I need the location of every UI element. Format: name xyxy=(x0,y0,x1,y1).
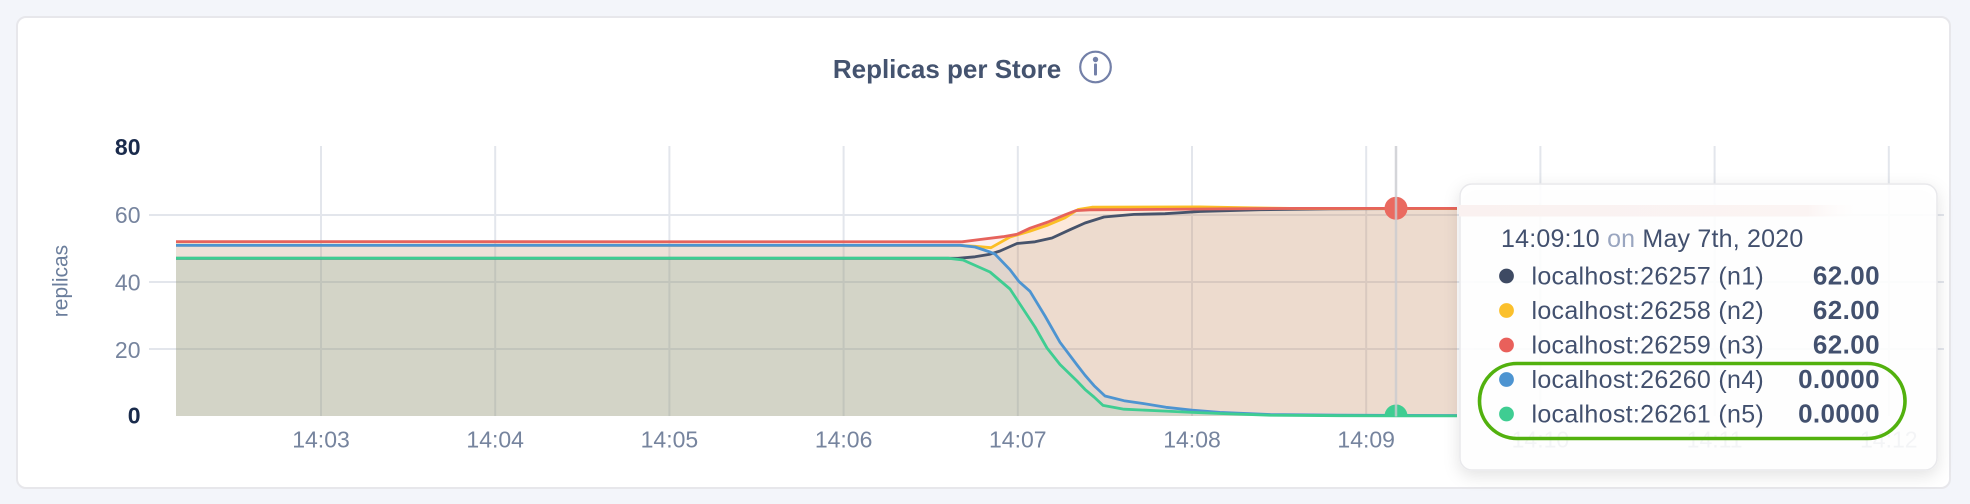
svg-text:60: 60 xyxy=(115,202,141,228)
svg-text:replicas: replicas xyxy=(50,245,73,317)
svg-text:62.00: 62.00 xyxy=(1813,295,1880,325)
svg-text:80: 80 xyxy=(115,134,141,160)
svg-text:40: 40 xyxy=(115,270,141,296)
svg-text:14:04: 14:04 xyxy=(466,427,524,453)
svg-text:0.0000: 0.0000 xyxy=(1798,399,1880,429)
svg-text:20: 20 xyxy=(115,337,141,363)
svg-text:localhost:26260 (n4): localhost:26260 (n4) xyxy=(1532,366,1765,394)
svg-text:localhost:26259 (n3): localhost:26259 (n3) xyxy=(1532,332,1765,360)
svg-text:Replicas per Store: Replicas per Store xyxy=(833,54,1061,84)
svg-text:localhost:26258 (n2): localhost:26258 (n2) xyxy=(1532,297,1765,325)
svg-text:62.00: 62.00 xyxy=(1813,330,1880,360)
svg-text:localhost:26257 (n1): localhost:26257 (n1) xyxy=(1532,263,1765,291)
svg-text:14:08: 14:08 xyxy=(1163,427,1221,453)
svg-text:14:07: 14:07 xyxy=(989,427,1047,453)
svg-text:14:09: 14:09 xyxy=(1337,427,1395,453)
svg-text:14:06: 14:06 xyxy=(815,427,873,453)
svg-text:62.00: 62.00 xyxy=(1813,261,1880,291)
svg-text:14:05: 14:05 xyxy=(641,427,699,453)
svg-text:0: 0 xyxy=(128,403,141,429)
svg-text:localhost:26261 (n5): localhost:26261 (n5) xyxy=(1532,401,1765,429)
svg-text:0.0000: 0.0000 xyxy=(1798,364,1880,394)
svg-text:14:03: 14:03 xyxy=(292,427,350,453)
svg-text:14:09:10 on May 7th, 2020: 14:09:10 on May 7th, 2020 xyxy=(1501,225,1803,253)
